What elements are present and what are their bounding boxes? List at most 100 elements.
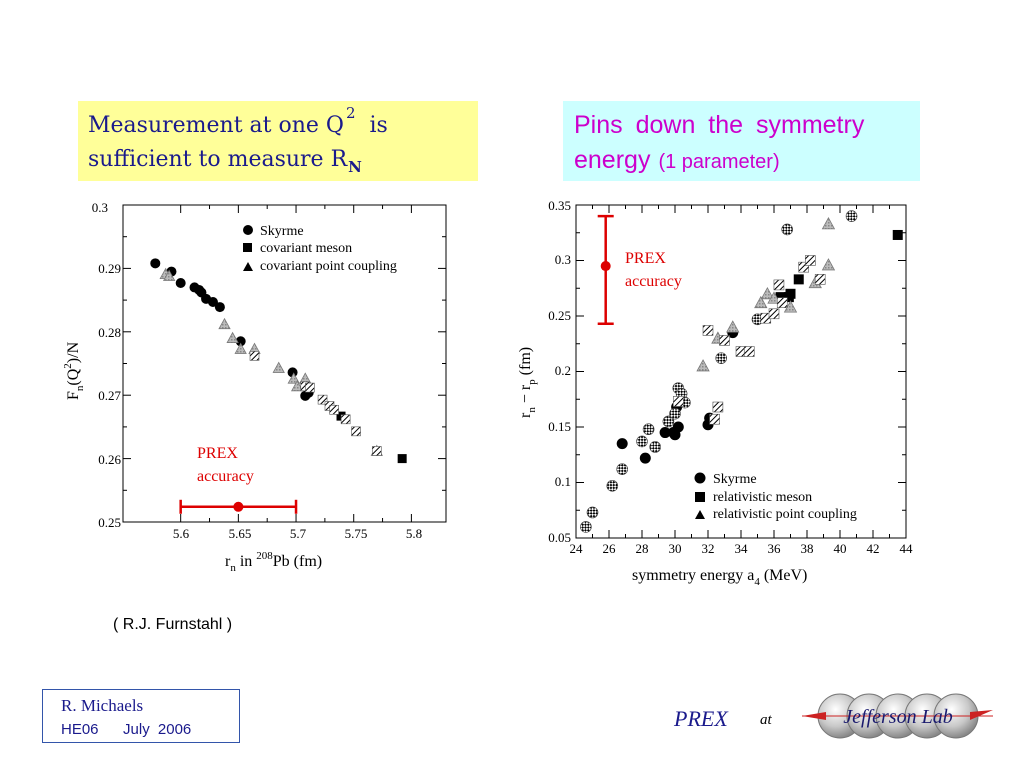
left-x-tick-label: 5.6 — [173, 526, 190, 541]
right-x-tick-label: 40 — [834, 541, 847, 556]
right-y-axis-label: rn − rp (fm) — [517, 347, 538, 418]
data-point-checker — [616, 463, 629, 475]
data-point-hatched — [709, 413, 720, 425]
left-y-tick-label: 0.28 — [98, 325, 121, 340]
data-point-circle — [150, 258, 161, 269]
left-y-tick-label: 0.26 — [98, 452, 121, 467]
footer-prex: PREX — [674, 706, 728, 731]
left-plot-area — [122, 204, 447, 523]
right-x-tick-label: 38 — [801, 541, 814, 556]
right-callout-line1: Pins down the symmetry — [574, 111, 865, 139]
right-x-axis-label: symmetry energy a4 (MeV) — [632, 567, 807, 588]
right-plot-area — [575, 204, 907, 539]
data-point-square — [785, 288, 796, 299]
left-x-tick-label: 5.7 — [290, 526, 307, 541]
right-x-tick-label: 28 — [636, 541, 649, 556]
data-point-hatched — [814, 274, 826, 285]
data-point-hatched — [702, 325, 714, 336]
citation: ( R.J. Furnstahl ) — [113, 616, 233, 633]
data-point-hatched — [317, 394, 328, 405]
q-squared-superscript: 2 — [345, 104, 356, 122]
data-point-checker — [636, 435, 648, 448]
data-point-circle — [616, 438, 628, 450]
data-point-hatched — [712, 401, 724, 413]
right-chart: 0.35 0.3 0.25 0.2 0.15 0.1 0.05 24 26 28… — [517, 198, 914, 588]
rn-subscript: N — [348, 158, 362, 176]
right-x-tick-label: 24 — [570, 541, 584, 556]
data-point-circle — [235, 336, 246, 347]
data-point-hatched — [743, 346, 755, 357]
data-point-circle — [214, 302, 225, 313]
data-point-checker — [669, 407, 681, 420]
left-legend-meson: covariant meson — [260, 241, 352, 256]
right-callout-parameter: (1 parameter) — [658, 151, 780, 173]
left-callout-text1: Measurement at one Q — [88, 113, 344, 138]
data-point-hatched — [773, 279, 785, 291]
logo-text: Jefferson Lab — [843, 706, 952, 728]
data-point-triangle — [287, 372, 300, 384]
data-point-triangle — [754, 295, 768, 309]
data-point-triangle — [760, 286, 775, 300]
data-point-circle — [300, 390, 311, 401]
conference-line: HE06 July 2006 — [61, 721, 191, 738]
legend-triangle-icon — [695, 510, 705, 519]
right-callout-line2: energy (1 parameter) — [574, 146, 780, 175]
data-point-checker — [715, 352, 728, 364]
data-point-triangle — [162, 269, 176, 281]
left-x-tick-label: 5.75 — [345, 526, 368, 541]
left-accuracy-annotation: accuracy — [197, 468, 254, 485]
data-point-circle — [207, 297, 218, 308]
left-y-axis-label: Fn(Q2)/N — [62, 341, 86, 400]
data-point-triangle — [234, 342, 247, 354]
data-point-triangle — [821, 258, 836, 271]
right-y-tick-label: 0.35 — [548, 198, 571, 213]
data-point-hatched — [719, 335, 730, 346]
left-legend-point-coupling: covariant point coupling — [260, 259, 397, 274]
data-point-circle — [639, 452, 651, 464]
data-point-checker — [606, 480, 619, 492]
data-point-square — [793, 274, 804, 285]
data-point-square — [397, 454, 407, 464]
data-point-square — [775, 292, 786, 303]
left-x-tick-label: 5.8 — [406, 526, 422, 541]
right-x-tick-label: 30 — [669, 541, 682, 556]
data-point-hatched — [340, 414, 351, 425]
right-x-tick-label: 44 — [900, 541, 914, 556]
data-point-triangle — [726, 320, 740, 333]
right-prex-annotation: PREX — [625, 250, 666, 267]
data-point-hatched — [329, 404, 339, 415]
left-callout-text2: sufficient to measure R — [88, 147, 348, 172]
data-point-checker — [845, 210, 858, 222]
data-point-checker — [586, 506, 599, 519]
data-point-hatched — [305, 382, 315, 393]
data-point-triangle — [821, 217, 836, 230]
right-y-tick-label: 0.2 — [555, 363, 571, 378]
data-point-checker — [580, 521, 592, 533]
left-x-axis-label: rn in 208Pb (fm) — [225, 550, 322, 574]
left-callout-line2: sufficient to measure RN — [88, 147, 362, 176]
author-name: R. Michaels — [61, 696, 144, 715]
right-y-tick-label: 0.25 — [548, 308, 571, 323]
data-point-hatched — [768, 308, 780, 320]
left-y-tick-label: 0.3 — [92, 200, 108, 215]
data-point-square — [892, 229, 903, 240]
jefferson-lab-logo: Jefferson Lab — [802, 693, 993, 739]
left-y-tick-label: 0.25 — [98, 515, 121, 530]
data-point-circle — [672, 421, 684, 433]
data-point-checker — [649, 441, 662, 453]
conference-date: July 2006 — [123, 721, 192, 738]
data-point-triangle — [272, 361, 285, 373]
data-point-hatched — [371, 446, 382, 456]
left-y-tick-label: 0.29 — [98, 261, 121, 276]
right-x-tick-label: 32 — [702, 541, 715, 556]
right-callout-energy: energy — [574, 146, 651, 174]
data-point-triangle — [226, 331, 239, 344]
left-legend-skyrme: Skyrme — [260, 224, 304, 239]
right-legend-meson: relativistic meson — [713, 490, 812, 505]
right-legend-skyrme: Skyrme — [713, 472, 757, 487]
data-point-checker — [781, 223, 794, 236]
right-x-tick-label: 26 — [603, 541, 617, 556]
logo-right-swoosh-icon — [970, 710, 993, 720]
